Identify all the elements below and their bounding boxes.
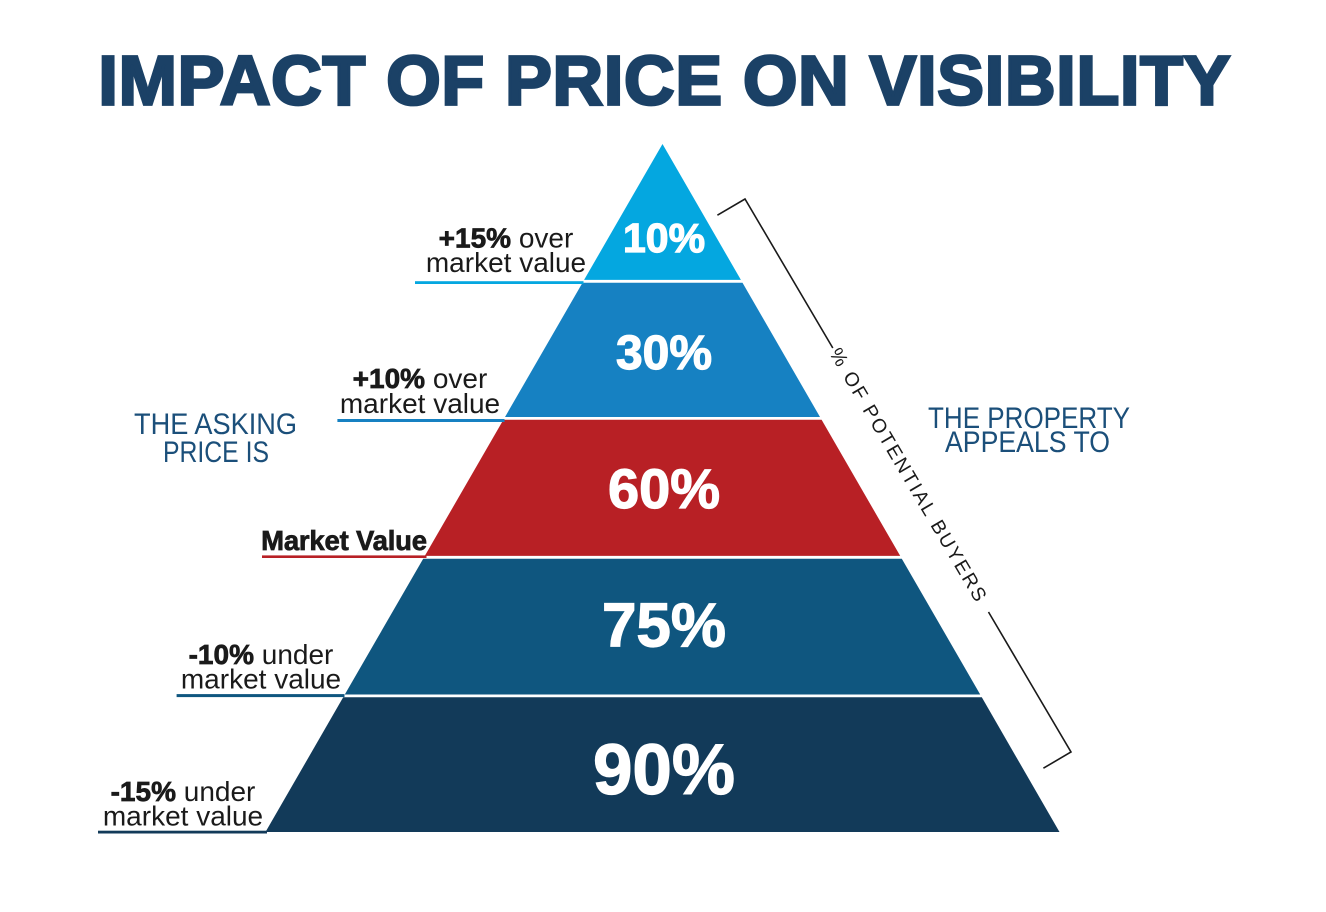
svg-text:APPEALS TO: APPEALS TO [945,426,1110,459]
svg-text:75%: 75% [602,592,726,661]
svg-text:THE ASKING: THE ASKING [134,408,297,441]
svg-text:market value: market value [103,800,263,831]
svg-text:-10% under: -10% under [189,639,334,670]
svg-text:market value: market value [426,247,586,278]
svg-text:PRICE IS: PRICE IS [163,436,269,469]
svg-text:10%: 10% [623,215,705,261]
svg-text:market value: market value [340,388,500,419]
svg-text:-15% under: -15% under [111,776,256,807]
svg-text:90%: 90% [593,731,735,810]
svg-text:Market Value: Market Value [261,525,427,556]
svg-text:30%: 30% [616,327,712,380]
svg-text:THE PROPERTY: THE PROPERTY [928,402,1130,435]
svg-text:market value: market value [181,663,341,694]
svg-text:IMPACT OF PRICE ON VISIBILITY: IMPACT OF PRICE ON VISIBILITY [98,42,1231,120]
svg-text:60%: 60% [608,457,720,520]
svg-text:+15% over: +15% over [439,223,574,254]
svg-text:+10% over: +10% over [353,363,488,394]
